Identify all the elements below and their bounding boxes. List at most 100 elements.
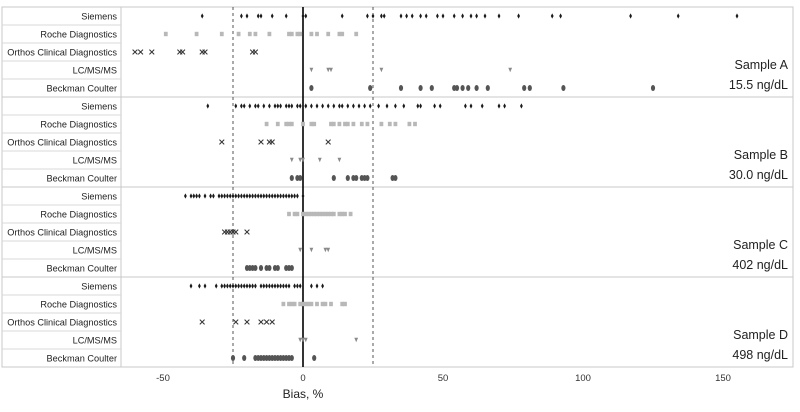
data-point bbox=[498, 103, 501, 108]
data-point bbox=[257, 193, 260, 198]
data-point bbox=[290, 355, 294, 361]
method-label: Beckman Coulter bbox=[47, 174, 117, 184]
data-point bbox=[293, 302, 297, 306]
data-point bbox=[257, 103, 260, 108]
sample-concentration: 498 ng/dL bbox=[732, 348, 788, 362]
data-point bbox=[290, 103, 293, 108]
data-point bbox=[341, 103, 344, 108]
data-point bbox=[288, 103, 291, 108]
data-point bbox=[245, 230, 250, 235]
data-point bbox=[360, 122, 364, 126]
method-label: Beckman Coulter bbox=[47, 264, 117, 274]
sample-concentration: 15.5 ng/dL bbox=[729, 78, 788, 92]
data-point bbox=[246, 13, 249, 18]
data-point bbox=[209, 193, 212, 198]
data-point bbox=[251, 193, 254, 198]
method-label: Beckman Coulter bbox=[47, 354, 117, 364]
data-point bbox=[352, 103, 355, 108]
method-label: Orthos Clinical Diagnostics bbox=[7, 138, 117, 148]
sample-name: Sample C bbox=[733, 238, 788, 252]
data-point bbox=[149, 50, 154, 55]
data-point bbox=[138, 50, 143, 55]
data-point bbox=[302, 13, 305, 18]
data-point bbox=[341, 13, 344, 18]
data-point bbox=[287, 212, 291, 216]
data-point bbox=[340, 32, 344, 36]
data-point bbox=[436, 13, 439, 18]
data-point bbox=[386, 103, 389, 108]
data-point bbox=[290, 175, 294, 181]
data-point bbox=[243, 283, 246, 288]
data-point bbox=[316, 103, 319, 108]
data-point bbox=[219, 140, 224, 145]
data-point bbox=[223, 283, 226, 288]
data-point bbox=[231, 355, 235, 361]
data-point bbox=[232, 283, 235, 288]
data-point bbox=[290, 32, 294, 36]
data-point bbox=[290, 265, 294, 271]
method-label: Orthos Clinical Diagnostics bbox=[7, 318, 117, 328]
data-point bbox=[651, 85, 655, 91]
method-label: Siemens bbox=[81, 282, 117, 292]
data-point bbox=[301, 158, 305, 162]
data-point bbox=[246, 283, 249, 288]
x-tick-label: 50 bbox=[438, 373, 449, 384]
data-point bbox=[253, 50, 258, 55]
data-point bbox=[282, 283, 285, 288]
data-point bbox=[274, 103, 277, 108]
data-point bbox=[268, 32, 272, 36]
data-point bbox=[271, 193, 274, 198]
data-point bbox=[470, 13, 473, 18]
data-point bbox=[475, 85, 479, 91]
data-point bbox=[285, 283, 288, 288]
data-point bbox=[260, 283, 263, 288]
data-point bbox=[243, 193, 246, 198]
data-point bbox=[343, 302, 347, 306]
data-point bbox=[201, 13, 204, 18]
data-point bbox=[285, 103, 288, 108]
data-point bbox=[265, 193, 268, 198]
data-point bbox=[366, 13, 369, 18]
data-point bbox=[242, 355, 246, 361]
data-point bbox=[498, 13, 501, 18]
data-point bbox=[180, 50, 185, 55]
method-label: Beckman Coulter bbox=[47, 84, 117, 94]
data-point bbox=[237, 283, 240, 288]
data-point bbox=[380, 13, 383, 18]
x-tick-label: -50 bbox=[156, 373, 170, 384]
data-point bbox=[318, 158, 322, 162]
data-point bbox=[346, 122, 350, 126]
data-point bbox=[164, 32, 168, 36]
data-point bbox=[455, 85, 459, 91]
data-point bbox=[326, 140, 331, 145]
data-point bbox=[198, 283, 201, 288]
data-point bbox=[453, 13, 456, 18]
data-point bbox=[260, 13, 263, 18]
data-point bbox=[296, 103, 299, 108]
data-point bbox=[265, 122, 269, 126]
data-point bbox=[486, 85, 490, 91]
data-point bbox=[233, 230, 238, 235]
data-point bbox=[293, 283, 296, 288]
method-label: LC/MS/MS bbox=[73, 66, 117, 76]
data-point bbox=[475, 13, 478, 18]
data-point bbox=[561, 85, 565, 91]
data-point bbox=[276, 193, 279, 198]
data-point bbox=[262, 103, 265, 108]
data-point bbox=[279, 103, 282, 108]
data-point bbox=[218, 193, 221, 198]
data-point bbox=[282, 193, 285, 198]
data-point bbox=[195, 193, 198, 198]
sample-name: Sample D bbox=[733, 328, 788, 342]
data-point bbox=[461, 13, 464, 18]
x-tick-label: 150 bbox=[715, 373, 731, 384]
data-point bbox=[290, 193, 293, 198]
data-point bbox=[352, 122, 356, 126]
data-point bbox=[354, 175, 358, 181]
data-point bbox=[559, 13, 562, 18]
data-point bbox=[267, 265, 271, 271]
data-point bbox=[346, 103, 349, 108]
data-point bbox=[430, 85, 434, 91]
data-point bbox=[419, 13, 422, 18]
